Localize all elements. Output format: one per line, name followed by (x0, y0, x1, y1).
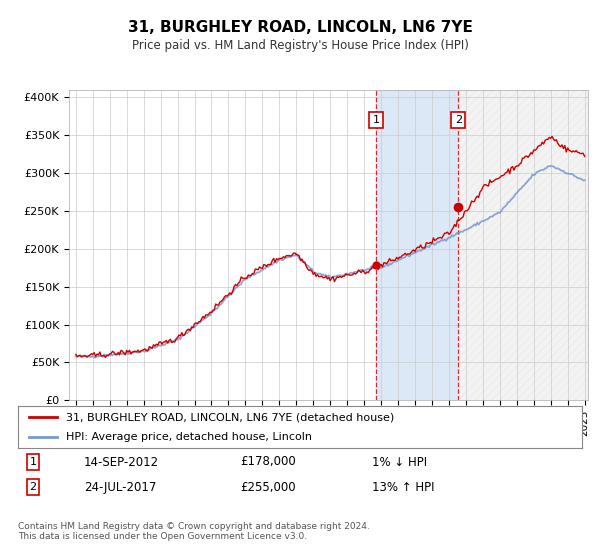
Text: 1% ↓ HPI: 1% ↓ HPI (372, 455, 427, 469)
Text: 31, BURGHLEY ROAD, LINCOLN, LN6 7YE (detached house): 31, BURGHLEY ROAD, LINCOLN, LN6 7YE (det… (66, 412, 394, 422)
Text: £255,000: £255,000 (240, 480, 296, 494)
Text: HPI: Average price, detached house, Lincoln: HPI: Average price, detached house, Linc… (66, 432, 312, 442)
Text: 13% ↑ HPI: 13% ↑ HPI (372, 480, 434, 494)
Text: 31, BURGHLEY ROAD, LINCOLN, LN6 7YE: 31, BURGHLEY ROAD, LINCOLN, LN6 7YE (128, 20, 472, 35)
Text: 24-JUL-2017: 24-JUL-2017 (84, 480, 157, 494)
Text: Price paid vs. HM Land Registry's House Price Index (HPI): Price paid vs. HM Land Registry's House … (131, 39, 469, 52)
Bar (376, 90, 458, 400)
Text: 14-SEP-2012: 14-SEP-2012 (84, 455, 159, 469)
Text: 1: 1 (373, 115, 380, 125)
Text: 1: 1 (29, 457, 37, 467)
Bar (458, 90, 596, 400)
Text: £178,000: £178,000 (240, 455, 296, 469)
Text: 2: 2 (455, 115, 462, 125)
Bar (458, 90, 596, 400)
Text: Contains HM Land Registry data © Crown copyright and database right 2024.
This d: Contains HM Land Registry data © Crown c… (18, 522, 370, 542)
Text: 2: 2 (29, 482, 37, 492)
